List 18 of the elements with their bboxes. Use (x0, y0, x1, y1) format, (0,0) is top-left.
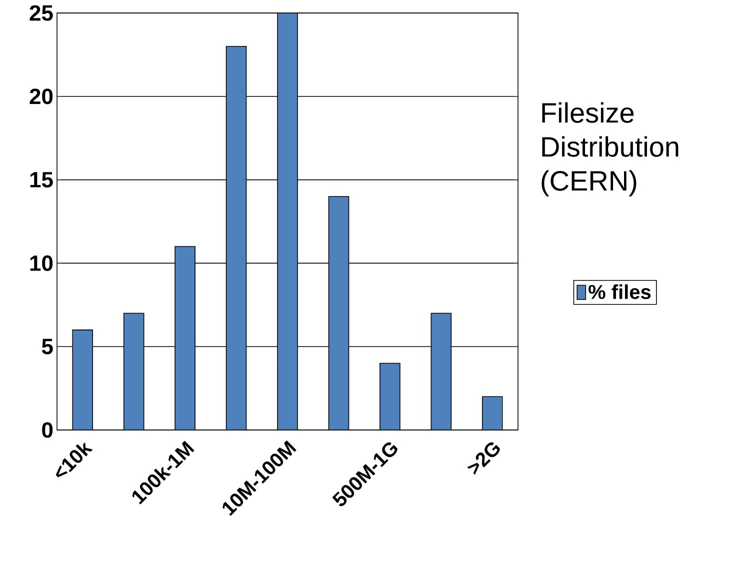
y-tick-label: 15 (30, 172, 53, 188)
x-tick-label: >2G (467, 442, 500, 475)
y-tick-label: 5 (42, 338, 53, 354)
bar (226, 46, 247, 430)
y-tick-label: 0 (42, 422, 53, 438)
bar (430, 312, 452, 430)
bar (482, 396, 503, 430)
bar (174, 246, 196, 430)
bar (72, 330, 94, 430)
text: Filesize Distribution (CERN) (542, 102, 678, 196)
bar (328, 196, 350, 430)
bar (123, 312, 144, 430)
y-tick-label: 20 (30, 88, 53, 104)
legend-label: % files (588, 284, 651, 300)
bar (277, 12, 298, 430)
y-tick-label: 10 (30, 255, 53, 271)
y-tick-label: 25 (30, 5, 53, 21)
bar (380, 362, 400, 430)
